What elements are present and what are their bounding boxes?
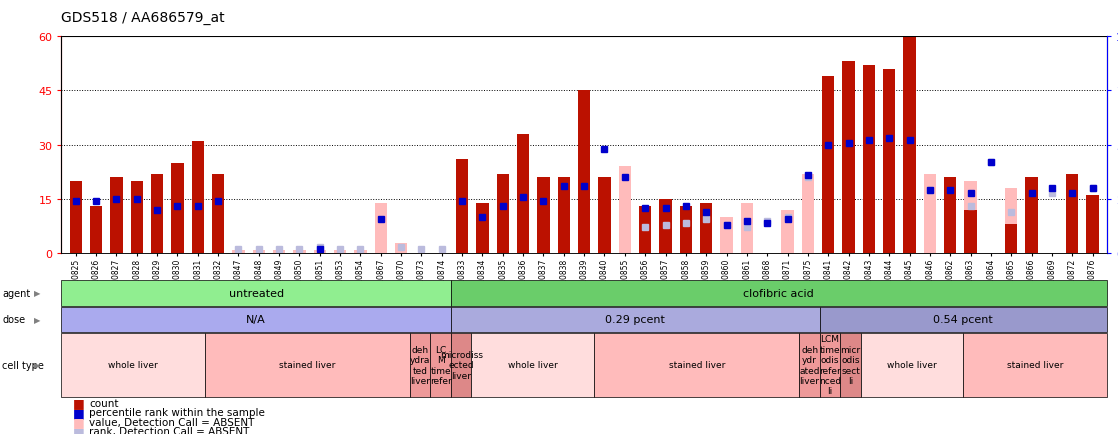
Bar xyxy=(660,200,672,254)
Bar xyxy=(639,207,652,254)
Text: LCM
time
odis
refer
nced
li: LCM time odis refer nced li xyxy=(819,335,841,395)
Bar xyxy=(273,250,285,254)
Text: deh
ydra
ted
liver: deh ydra ted liver xyxy=(410,345,430,385)
Text: GDS518 / AA686579_at: GDS518 / AA686579_at xyxy=(61,11,225,25)
Bar xyxy=(314,250,325,254)
Bar xyxy=(151,174,163,254)
Bar xyxy=(395,243,407,254)
Text: stained liver: stained liver xyxy=(1007,361,1063,369)
Text: whole liver: whole liver xyxy=(888,361,937,369)
Bar xyxy=(212,174,225,254)
Bar xyxy=(720,218,732,254)
Bar xyxy=(1067,174,1079,254)
Bar xyxy=(1025,178,1038,254)
Text: ▶: ▶ xyxy=(34,289,40,297)
Text: N/A: N/A xyxy=(246,315,266,324)
Bar xyxy=(69,181,82,254)
Text: micr
odis
sect
li: micr odis sect li xyxy=(841,345,861,385)
Text: ▶: ▶ xyxy=(34,315,40,324)
Bar xyxy=(293,250,305,254)
Text: clofibric acid: clofibric acid xyxy=(743,288,814,298)
Bar xyxy=(334,250,347,254)
Text: rank, Detection Call = ABSENT: rank, Detection Call = ABSENT xyxy=(89,427,249,434)
Bar xyxy=(903,15,916,254)
Bar xyxy=(253,250,265,254)
Text: ▶: ▶ xyxy=(34,361,40,369)
Bar xyxy=(354,250,367,254)
Text: count: count xyxy=(89,398,119,408)
Bar xyxy=(456,160,468,254)
Bar xyxy=(171,164,183,254)
Bar xyxy=(863,66,875,254)
Bar xyxy=(558,178,570,254)
Bar xyxy=(496,174,509,254)
Bar xyxy=(476,203,489,254)
Text: 0.29 pcent: 0.29 pcent xyxy=(606,315,665,324)
Text: ■: ■ xyxy=(73,396,85,409)
Bar xyxy=(598,178,610,254)
Text: microdiss
ected
liver: microdiss ected liver xyxy=(439,350,483,380)
Text: value, Detection Call = ABSENT: value, Detection Call = ABSENT xyxy=(89,417,255,427)
Bar xyxy=(1087,196,1099,254)
Text: ■: ■ xyxy=(73,406,85,419)
Bar xyxy=(191,142,203,254)
Bar xyxy=(131,181,143,254)
Bar xyxy=(89,207,102,254)
Text: ■: ■ xyxy=(73,425,85,434)
Text: dose: dose xyxy=(2,315,26,324)
Bar xyxy=(700,203,712,254)
Bar xyxy=(741,203,752,254)
Text: LC
M
time
refer: LC M time refer xyxy=(429,345,452,385)
Bar xyxy=(923,174,936,254)
Bar xyxy=(618,167,631,254)
Bar xyxy=(781,210,794,254)
Text: stained liver: stained liver xyxy=(669,361,726,369)
Bar xyxy=(843,62,854,254)
Bar xyxy=(233,250,245,254)
Bar xyxy=(944,178,956,254)
Bar xyxy=(822,77,834,254)
Text: untreated: untreated xyxy=(229,288,284,298)
Bar xyxy=(965,210,977,254)
Bar xyxy=(1005,225,1017,254)
Bar xyxy=(111,178,123,254)
Text: percentile rank within the sample: percentile rank within the sample xyxy=(89,408,265,417)
Text: ■: ■ xyxy=(73,415,85,428)
Text: whole liver: whole liver xyxy=(508,361,558,369)
Bar xyxy=(680,207,692,254)
Bar xyxy=(802,174,814,254)
Text: agent: agent xyxy=(2,288,30,298)
Bar xyxy=(883,69,896,254)
Bar xyxy=(538,178,550,254)
Text: deh
ydr
ated
liver: deh ydr ated liver xyxy=(799,345,819,385)
Bar xyxy=(965,181,977,254)
Text: cell type: cell type xyxy=(2,360,44,370)
Bar xyxy=(375,203,387,254)
Bar xyxy=(517,135,529,254)
Bar xyxy=(578,91,590,254)
Text: stained liver: stained liver xyxy=(280,361,335,369)
Text: whole liver: whole liver xyxy=(108,361,158,369)
Bar xyxy=(1005,189,1017,254)
Text: 0.54 pcent: 0.54 pcent xyxy=(934,315,993,324)
